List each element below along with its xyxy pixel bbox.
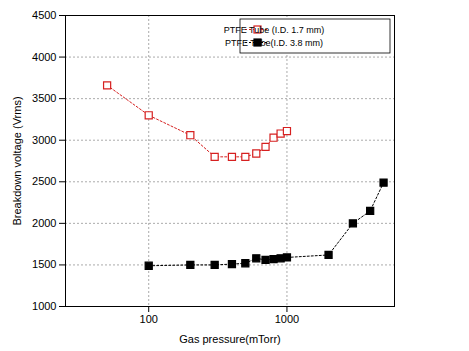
svg-text:3500: 3500 bbox=[32, 92, 56, 104]
svg-text:Gas pressure(mTorr): Gas pressure(mTorr) bbox=[179, 333, 280, 345]
svg-text:2500: 2500 bbox=[32, 175, 56, 187]
svg-text:3000: 3000 bbox=[32, 134, 56, 146]
svg-text:Breakdown voltage (Vrms): Breakdown voltage (Vrms) bbox=[11, 96, 23, 225]
svg-text:PTFE Tube (I.D. 1.7 mm): PTFE Tube (I.D. 1.7 mm) bbox=[224, 25, 325, 35]
svg-text:2000: 2000 bbox=[32, 217, 56, 229]
svg-text:1500: 1500 bbox=[32, 258, 56, 270]
svg-text:100: 100 bbox=[140, 313, 158, 325]
svg-text:4500: 4500 bbox=[32, 9, 56, 21]
svg-text:1000: 1000 bbox=[275, 313, 299, 325]
svg-text:1000: 1000 bbox=[32, 300, 56, 312]
svg-text:4000: 4000 bbox=[32, 51, 56, 63]
svg-text:PTFE Tube(I.D. 3.8 mm): PTFE Tube(I.D. 3.8 mm) bbox=[225, 38, 323, 48]
